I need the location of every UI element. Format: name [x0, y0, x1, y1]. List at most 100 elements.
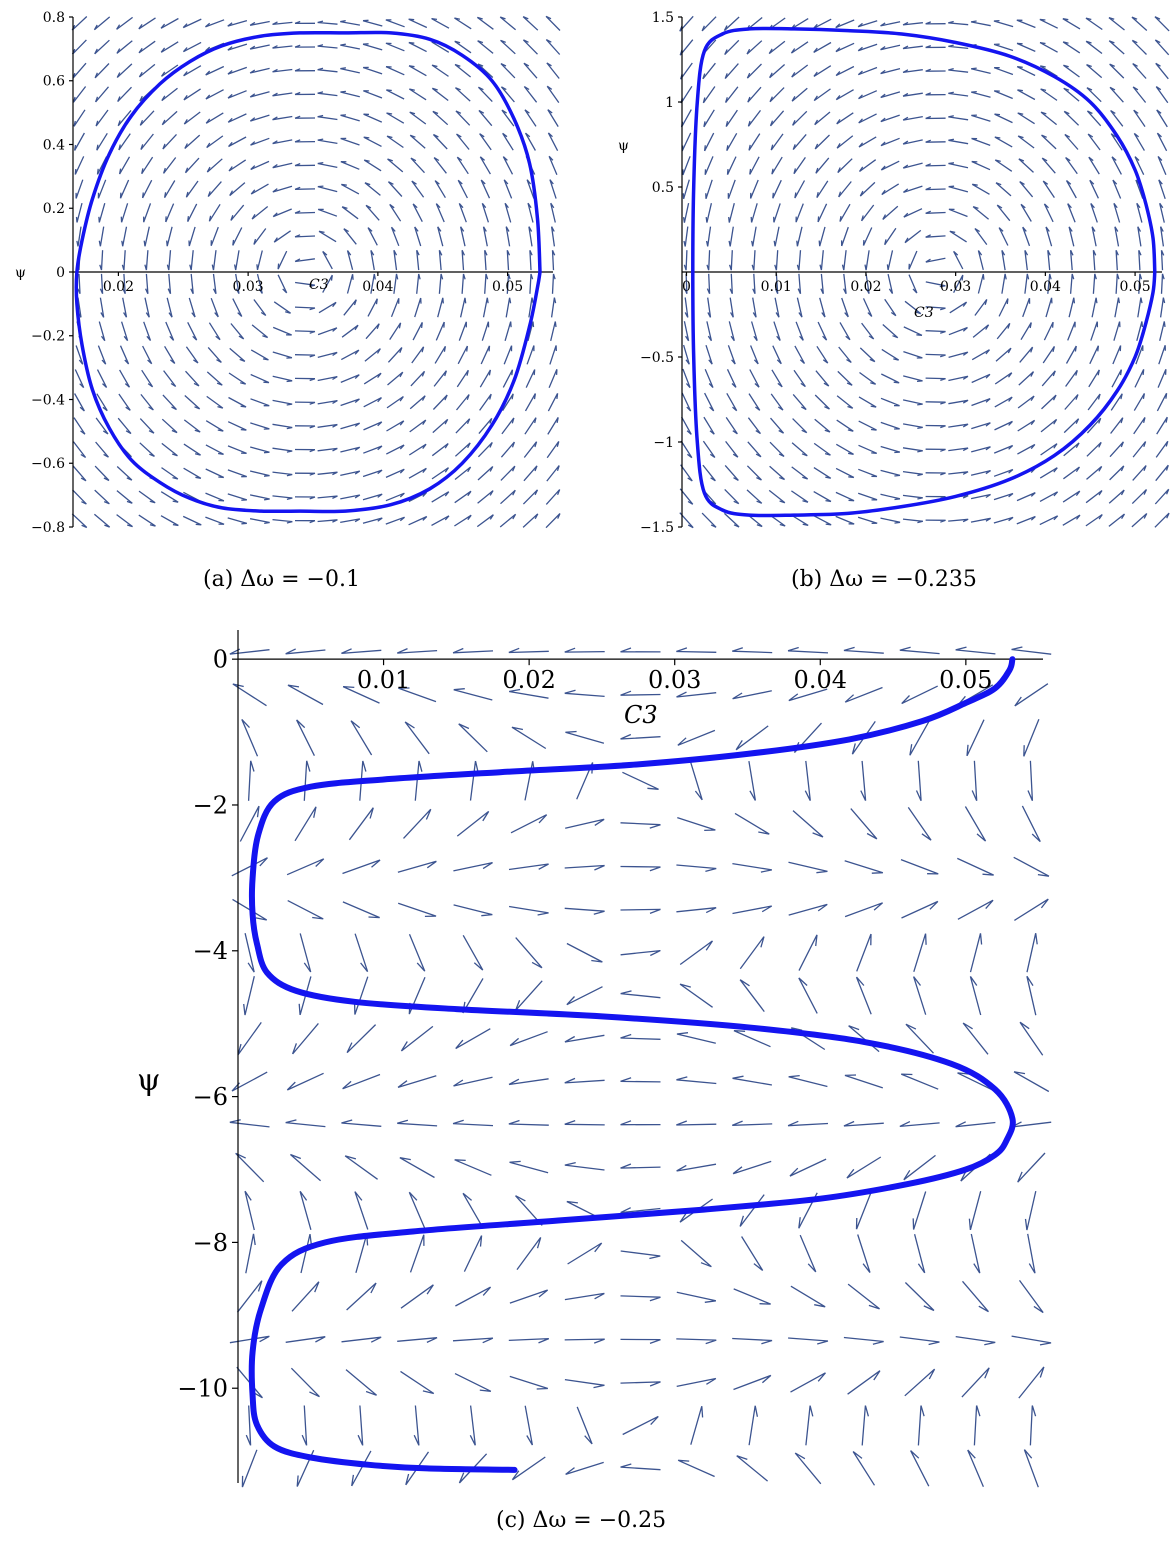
- field-arrow: [503, 179, 513, 199]
- field-arrow: [732, 1337, 773, 1345]
- field-arrow: [966, 719, 985, 757]
- field-arrow: [817, 321, 828, 341]
- field-arrow: [902, 399, 923, 406]
- field-arrow: [317, 91, 338, 97]
- field-arrow: [805, 1405, 814, 1446]
- field-arrow: [481, 321, 490, 341]
- field-arrow: [912, 1191, 927, 1230]
- field-arrow: [1042, 346, 1056, 364]
- field-arrow: [1112, 179, 1122, 199]
- field-arrow: [256, 250, 263, 271]
- field-arrow: [138, 17, 156, 30]
- field-arrow: [1011, 1121, 1052, 1128]
- field-arrow: [676, 1338, 717, 1345]
- field-arrow: [522, 489, 539, 505]
- field-arrow: [340, 349, 360, 361]
- field-arrow: [789, 1158, 827, 1177]
- field-arrow: [117, 86, 132, 103]
- field-arrow: [508, 688, 549, 699]
- field-arrow: [704, 392, 715, 412]
- field-arrow: [547, 393, 559, 412]
- field-arrow: [523, 441, 538, 458]
- field-arrow: [622, 771, 659, 790]
- field-arrow: [408, 65, 427, 77]
- field-arrow: [117, 109, 132, 127]
- field-arrow: [747, 110, 762, 127]
- field-arrow: [117, 417, 132, 435]
- field-arrow: [962, 1280, 989, 1313]
- field-arrow: [749, 369, 760, 388]
- field-arrow: [549, 345, 557, 365]
- field-arrow: [207, 181, 222, 198]
- field-arrow: [726, 369, 737, 388]
- field-arrow: [363, 397, 382, 408]
- field-arrow: [317, 208, 338, 217]
- field-arrow: [212, 273, 217, 295]
- field-arrow: [410, 157, 425, 174]
- field-arrow: [408, 467, 427, 479]
- field-arrow: [317, 423, 338, 428]
- y-tick-label: 1.5: [652, 10, 674, 26]
- field-arrow: [165, 203, 175, 223]
- field-arrow: [227, 445, 247, 454]
- field-arrow: [94, 39, 110, 55]
- field-arrow: [1063, 87, 1080, 102]
- field-arrow: [160, 515, 179, 527]
- field-arrow: [1131, 39, 1147, 55]
- field-arrow: [681, 392, 692, 412]
- field-arrow: [846, 1156, 882, 1179]
- field-arrow: [317, 185, 338, 193]
- field-arrow: [1154, 39, 1170, 56]
- field-arrow: [1089, 179, 1099, 199]
- field-arrow: [620, 1250, 661, 1260]
- field-arrow: [1040, 443, 1058, 456]
- field-arrow: [1023, 1449, 1039, 1488]
- field-arrow: [145, 273, 149, 295]
- field-arrow: [702, 440, 716, 459]
- field-arrow: [909, 720, 931, 756]
- field-arrow: [249, 114, 270, 122]
- field-arrow: [317, 519, 338, 523]
- field-arrow: [1108, 16, 1125, 31]
- field-arrow: [550, 297, 557, 318]
- field-arrow: [294, 377, 316, 382]
- field-arrow: [509, 1289, 549, 1304]
- field-arrow: [408, 18, 428, 29]
- field-arrow: [317, 471, 338, 476]
- field-arrow: [1062, 490, 1081, 503]
- x-tick-label: 0.05: [492, 279, 523, 295]
- field-arrow: [294, 806, 317, 842]
- field-arrow: [908, 274, 918, 294]
- field-arrow: [400, 1025, 434, 1052]
- field-arrow: [788, 1074, 828, 1088]
- field-arrow: [1065, 156, 1078, 175]
- field-arrow: [121, 250, 126, 271]
- field-arrow: [1156, 392, 1168, 412]
- field-arrow: [187, 322, 198, 341]
- field-arrow: [681, 132, 692, 152]
- field-arrow: [1131, 489, 1148, 505]
- field-arrow: [858, 136, 877, 148]
- field-arrow: [564, 1161, 605, 1171]
- field-arrow: [913, 1234, 926, 1274]
- field-arrow: [294, 210, 316, 214]
- field-arrow: [317, 161, 338, 169]
- field-arrow: [1017, 443, 1036, 455]
- field-arrow: [768, 489, 786, 504]
- field-arrow: [948, 91, 969, 97]
- field-arrow: [732, 905, 773, 915]
- field-arrow: [1115, 249, 1119, 271]
- field-arrow: [116, 514, 133, 528]
- field-arrow: [340, 90, 360, 98]
- field-arrow: [272, 351, 293, 359]
- field-arrow: [925, 281, 946, 288]
- field-arrow: [393, 273, 399, 294]
- field-arrow: [508, 647, 549, 654]
- field-arrow: [857, 1234, 871, 1273]
- field-arrow: [435, 321, 445, 341]
- field-arrow: [362, 66, 383, 75]
- field-arrow: [503, 345, 513, 365]
- field-arrow: [1011, 1335, 1052, 1346]
- field-arrow: [814, 394, 830, 410]
- field-arrow: [771, 369, 783, 388]
